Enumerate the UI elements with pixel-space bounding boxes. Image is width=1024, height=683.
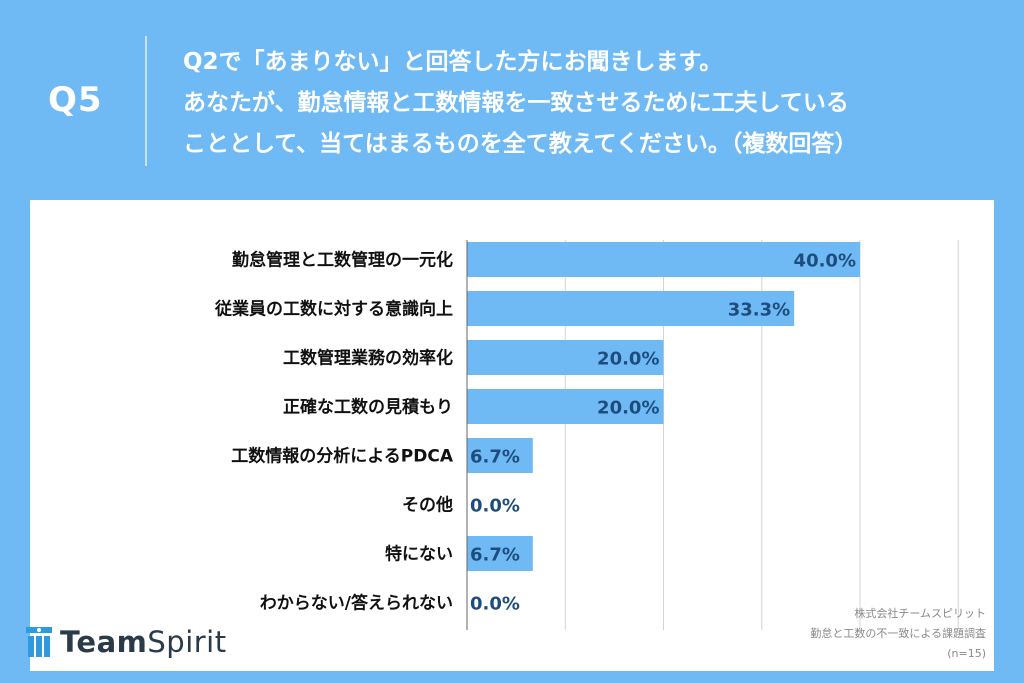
value-label: 6.7%	[470, 545, 520, 566]
bar	[467, 291, 795, 326]
category-label: 工数情報の分析によるPDCA	[231, 446, 454, 467]
bar	[467, 389, 664, 424]
value-label: 20.0%	[597, 398, 659, 419]
value-label: 0.0%	[470, 594, 520, 615]
bar	[467, 340, 664, 375]
logo-text-bold: Team	[60, 625, 148, 659]
category-label: 特にない	[385, 544, 453, 565]
category-label: その他	[402, 495, 453, 516]
source-survey: 勤怠と工数の不一致による課題調査	[810, 627, 986, 640]
value-label: 40.0%	[794, 251, 856, 272]
category-label: わからない/答えられない	[260, 593, 453, 614]
question-number: Q5	[48, 80, 103, 120]
bar	[467, 438, 533, 473]
category-label: 従業員の工数に対する意識向上	[214, 299, 453, 320]
teamspirit-logo-icon	[26, 627, 52, 657]
logo-text-regular: Spirit	[147, 625, 227, 659]
header: Q5 Q2で「あまりない」と回答した方にお聞きします。 あなたが、勤怠情報と工数…	[0, 0, 1024, 195]
value-label: 20.0%	[597, 349, 659, 370]
category-label: 正確な工数の見積もり	[283, 397, 453, 418]
teamspirit-logo: TeamSpirit	[26, 622, 227, 662]
source-company: 株式会社チームスピリット	[854, 607, 986, 620]
question-line-2: あなたが、勤怠情報と工数情報を一致させるために工夫している	[183, 90, 849, 116]
header-divider	[145, 36, 147, 166]
bar	[467, 536, 533, 571]
question-line-1: Q2で「あまりない」と回答した方にお聞きします。	[183, 49, 723, 75]
value-label: 6.7%	[470, 447, 520, 468]
source-note: 株式会社チームスピリット 勤怠と工数の不一致による課題調査 (n=15)	[810, 604, 986, 664]
value-label: 0.0%	[470, 496, 520, 517]
category-label: 勤怠管理と工数管理の一元化	[232, 250, 453, 271]
logo-text: TeamSpirit	[60, 625, 227, 659]
value-label: 33.3%	[728, 300, 790, 321]
source-sample: (n=15)	[947, 647, 986, 660]
bar	[467, 242, 860, 277]
category-label: 工数管理業務の効率化	[283, 348, 453, 369]
chart-panel: 勤怠管理と工数管理の一元化 40.0% 従業員の工数に対する意識向上 33.3% 工数管…	[30, 200, 994, 671]
bar-chart: 勤怠管理と工数管理の一元化 40.0% 従業員の工数に対する意識向上 33.3% 工数管…	[214, 240, 959, 630]
question-line-3: こととして、当てはまるものを全て教えてください。（複数回答）	[183, 131, 858, 157]
question-text: Q2で「あまりない」と回答した方にお聞きします。 あなたが、勤怠情報と工数情報を…	[183, 42, 1003, 165]
